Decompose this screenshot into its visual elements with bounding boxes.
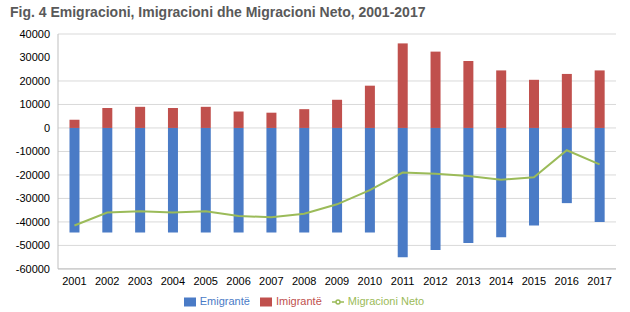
html-text:Emigrantë: Emigrantë	[199, 294, 250, 307]
svg-text:2014: 2014	[489, 275, 513, 287]
svg-text:2003: 2003	[128, 275, 152, 287]
svg-text:-50000: -50000	[16, 239, 50, 251]
svg-text:2011: 2011	[391, 275, 415, 287]
svg-text:-20000: -20000	[16, 169, 50, 181]
svg-text:2006: 2006	[226, 275, 250, 287]
svg-text:2009: 2009	[325, 275, 349, 287]
html-text:Fig. 4 Emigracioni, Imigracion: Fig. 4 Emigracioni, Imigracioni dhe Migr…	[10, 4, 426, 20]
svg-text:-30000: -30000	[16, 192, 50, 204]
svg-text:2010: 2010	[358, 275, 382, 287]
svg-text:-40000: -40000	[16, 216, 50, 228]
svg-text:2012: 2012	[423, 275, 447, 287]
svg-text:2007: 2007	[259, 275, 283, 287]
html-text:Migracioni Neto: Migracioni Neto	[347, 294, 425, 307]
svg-text:-60000: -60000	[16, 263, 50, 275]
svg-text:2005: 2005	[193, 275, 217, 287]
svg-text:2002: 2002	[95, 275, 119, 287]
html-text:Imigrantë: Imigrantë	[275, 294, 322, 307]
svg-text:2013: 2013	[456, 275, 480, 287]
svg-text:2016: 2016	[555, 275, 579, 287]
svg-text:0: 0	[44, 122, 50, 134]
svg-text:40000: 40000	[19, 28, 50, 40]
svg-text:-10000: -10000	[16, 145, 50, 157]
svg-text:30000: 30000	[19, 51, 50, 63]
svg-text:2017: 2017	[587, 275, 611, 287]
svg-text:2001: 2001	[62, 275, 86, 287]
svg-text:2004: 2004	[161, 275, 185, 287]
svg-text:10000: 10000	[19, 98, 50, 110]
svg-text:20000: 20000	[19, 75, 50, 87]
svg-text:2008: 2008	[292, 275, 316, 287]
svg-text:2015: 2015	[522, 275, 546, 287]
